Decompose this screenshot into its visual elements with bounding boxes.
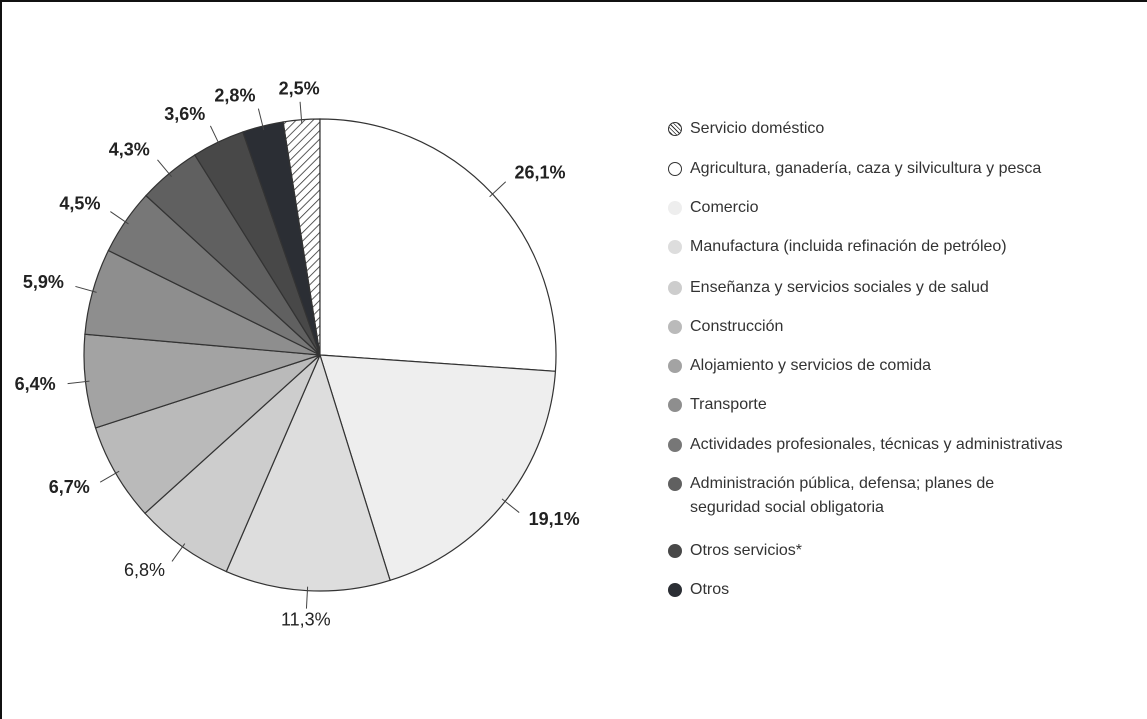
legend-item: Otros servicios* xyxy=(668,542,802,560)
data-label: 19,1% xyxy=(529,509,580,529)
legend-item: Comercio xyxy=(668,199,758,217)
leader-line xyxy=(489,181,507,198)
leader-line xyxy=(171,543,186,562)
leader-line xyxy=(110,211,129,225)
legend-label: Actividades profesionales, técnicas y ad… xyxy=(690,436,1063,453)
legend-swatch xyxy=(668,359,682,373)
legend-swatch xyxy=(668,281,682,295)
legend-item: Transporte xyxy=(668,396,767,414)
leader-line xyxy=(299,101,303,124)
legend-swatch xyxy=(668,398,682,412)
legend-item: Enseñanza y servicios sociales y de salu… xyxy=(668,279,989,297)
data-label: 11,3% xyxy=(281,609,331,629)
legend-item: Alojamiento y servicios de comida xyxy=(668,357,931,375)
legend-swatch xyxy=(668,201,682,215)
data-label: 3,6% xyxy=(164,104,205,124)
leader-line xyxy=(501,498,520,513)
legend-swatch xyxy=(668,240,682,254)
legend-label: Otros xyxy=(690,581,730,598)
legend-item: Servicio doméstico xyxy=(668,120,824,138)
legend-label: Alojamiento y servicios de comida xyxy=(690,357,931,374)
legend-swatch xyxy=(668,544,682,558)
pie-slice xyxy=(319,118,557,372)
legend-swatch xyxy=(668,320,682,334)
legend-label: Comercio xyxy=(690,199,759,216)
data-label: 4,5% xyxy=(59,194,100,214)
legend-label: Otros servicios* xyxy=(690,542,803,559)
legend-item: Manufactura (incluida refinación de petr… xyxy=(668,238,1007,256)
data-label: 4,3% xyxy=(109,139,150,159)
legend-swatch xyxy=(668,583,682,597)
leader-line xyxy=(157,159,172,178)
leader-line xyxy=(209,125,221,146)
legend-item: Agricultura, ganadería, caza y silvicult… xyxy=(668,160,1041,178)
leader-line xyxy=(257,108,265,131)
data-label: 6,7% xyxy=(49,477,90,497)
legend-swatch xyxy=(668,438,682,452)
legend-label: Administración pública, defensa; planes … xyxy=(690,475,995,516)
legend-item: Actividades profesionales, técnicas y ad… xyxy=(668,436,1063,454)
legend-item: Construcción xyxy=(668,318,783,336)
data-label: 2,8% xyxy=(214,86,255,106)
data-label: 5,9% xyxy=(23,272,64,292)
leader-line xyxy=(99,470,120,483)
data-label: 2,5% xyxy=(279,79,320,99)
legend-label: Manufactura (incluida refinación de petr… xyxy=(690,238,1007,255)
legend-item: Administración pública, defensa; planes … xyxy=(668,475,1020,520)
legend-item: Otros xyxy=(668,581,729,599)
leader-line xyxy=(305,586,309,609)
data-label: 6,8% xyxy=(124,560,165,580)
leader-line xyxy=(67,380,90,385)
leader-line xyxy=(75,285,97,293)
legend-label: Servicio doméstico xyxy=(690,120,825,137)
legend-label: Agricultura, ganadería, caza y silvicult… xyxy=(690,160,1042,177)
legend-swatch xyxy=(668,162,682,176)
legend-label: Construcción xyxy=(690,318,784,335)
legend-label: Transporte xyxy=(690,396,767,413)
data-label: 26,1% xyxy=(514,162,565,182)
legend-swatch xyxy=(668,122,682,136)
data-label: 6,4% xyxy=(15,374,56,394)
legend-swatch xyxy=(668,477,682,491)
legend-label: Enseñanza y servicios sociales y de salu… xyxy=(690,279,989,296)
